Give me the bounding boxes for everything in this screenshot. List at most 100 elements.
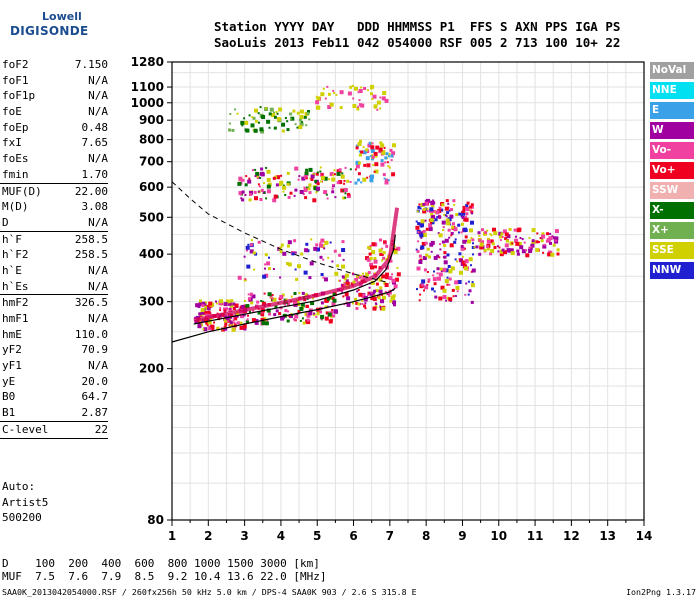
legend-item: X+ [650, 222, 694, 239]
echo-point [428, 227, 433, 232]
echo-point [384, 283, 389, 287]
echo-point [276, 175, 281, 180]
software-version: Ion2Png 1.3.17 [626, 587, 696, 597]
param-name: fmin [2, 167, 29, 181]
echo-point [316, 182, 320, 186]
echo-point [450, 232, 454, 235]
echo-point [445, 218, 450, 223]
echo-point [370, 297, 374, 301]
echo-point [344, 166, 347, 169]
param-name: D [2, 215, 9, 229]
echo-point [420, 236, 423, 239]
echo-point [301, 176, 306, 181]
echo-point [504, 237, 508, 241]
echo-point [433, 270, 435, 273]
echo-point [461, 255, 464, 258]
echo-point [369, 178, 374, 183]
echo-point [243, 255, 246, 258]
param-name: h`Es [2, 279, 29, 293]
echo-point [352, 280, 356, 284]
echo-point [415, 220, 418, 223]
echo-point [415, 225, 420, 230]
echo-point [316, 171, 319, 174]
echo-point [388, 153, 391, 156]
echo-point [396, 246, 401, 251]
echo-point [436, 272, 439, 275]
echo-point [365, 272, 369, 277]
echo-point [542, 244, 547, 249]
echo-point [289, 191, 293, 195]
echo-point [369, 155, 372, 158]
echo-point [299, 190, 304, 194]
auto-code: 500200 [2, 511, 42, 524]
echo-point [450, 266, 455, 271]
echo-point [507, 249, 509, 252]
y-tick-label: 80 [147, 513, 164, 527]
echo-point [391, 278, 396, 283]
echo-point [498, 235, 502, 239]
echo-point [249, 292, 253, 296]
echo-point [206, 324, 209, 327]
echo-point [313, 246, 318, 251]
echo-point [384, 98, 389, 103]
echo-point [261, 115, 266, 119]
echo-point [331, 302, 336, 306]
echo-point [215, 300, 217, 303]
echo-point [225, 316, 230, 321]
param-row: yE 20.0 [0, 374, 114, 390]
echo-point [275, 111, 278, 113]
echo-point [291, 252, 295, 256]
echo-point [432, 277, 437, 282]
echo-point [390, 159, 393, 162]
echo-point [315, 172, 319, 176]
echo-point [223, 311, 226, 313]
legend-item: NoVal [650, 62, 694, 79]
echo-point [283, 303, 286, 306]
echo-point [239, 306, 242, 309]
echo-point [278, 107, 283, 112]
echo-point [385, 272, 389, 277]
legend-item: Vo+ [650, 162, 694, 179]
echo-point [418, 254, 422, 258]
echo-point [490, 234, 493, 237]
echo-point [305, 124, 308, 127]
echo-point [430, 220, 435, 225]
echo-point [223, 325, 227, 329]
echo-point [346, 302, 351, 307]
param-row: foEs N/A [0, 151, 114, 167]
param-row: yF1 N/A [0, 358, 114, 374]
echo-point [263, 182, 265, 185]
echo-point [555, 239, 557, 242]
echo-point [329, 297, 332, 300]
echo-point [334, 309, 338, 314]
x-tick-label: 14 [636, 529, 653, 543]
param-row: M(D) 3.08 [0, 199, 114, 215]
echo-point [316, 247, 320, 252]
echo-point [264, 263, 267, 266]
echo-point [261, 321, 266, 326]
echo-point [449, 243, 454, 248]
echo-point [379, 96, 382, 99]
echo-point [454, 238, 457, 241]
echo-point [258, 121, 260, 124]
echo-point [261, 313, 264, 317]
echo-point [248, 193, 252, 196]
x-tick-label: 2 [204, 529, 212, 543]
echo-point [303, 115, 307, 119]
echo-point [448, 269, 453, 274]
echo-point [432, 274, 435, 277]
echo-point [276, 112, 279, 115]
echo-point [302, 321, 306, 325]
echo-point [204, 304, 209, 309]
echo-point [332, 298, 337, 303]
echo-point [419, 293, 422, 296]
echo-point [516, 249, 520, 253]
echo-point [343, 182, 346, 185]
echo-point [396, 266, 399, 269]
param-row: fxI 7.65 [0, 135, 114, 151]
param-name: yF1 [2, 359, 22, 373]
echo-point [251, 318, 256, 323]
echo-point [239, 321, 243, 325]
echo-point [458, 212, 462, 216]
legend-item: W [650, 122, 694, 139]
